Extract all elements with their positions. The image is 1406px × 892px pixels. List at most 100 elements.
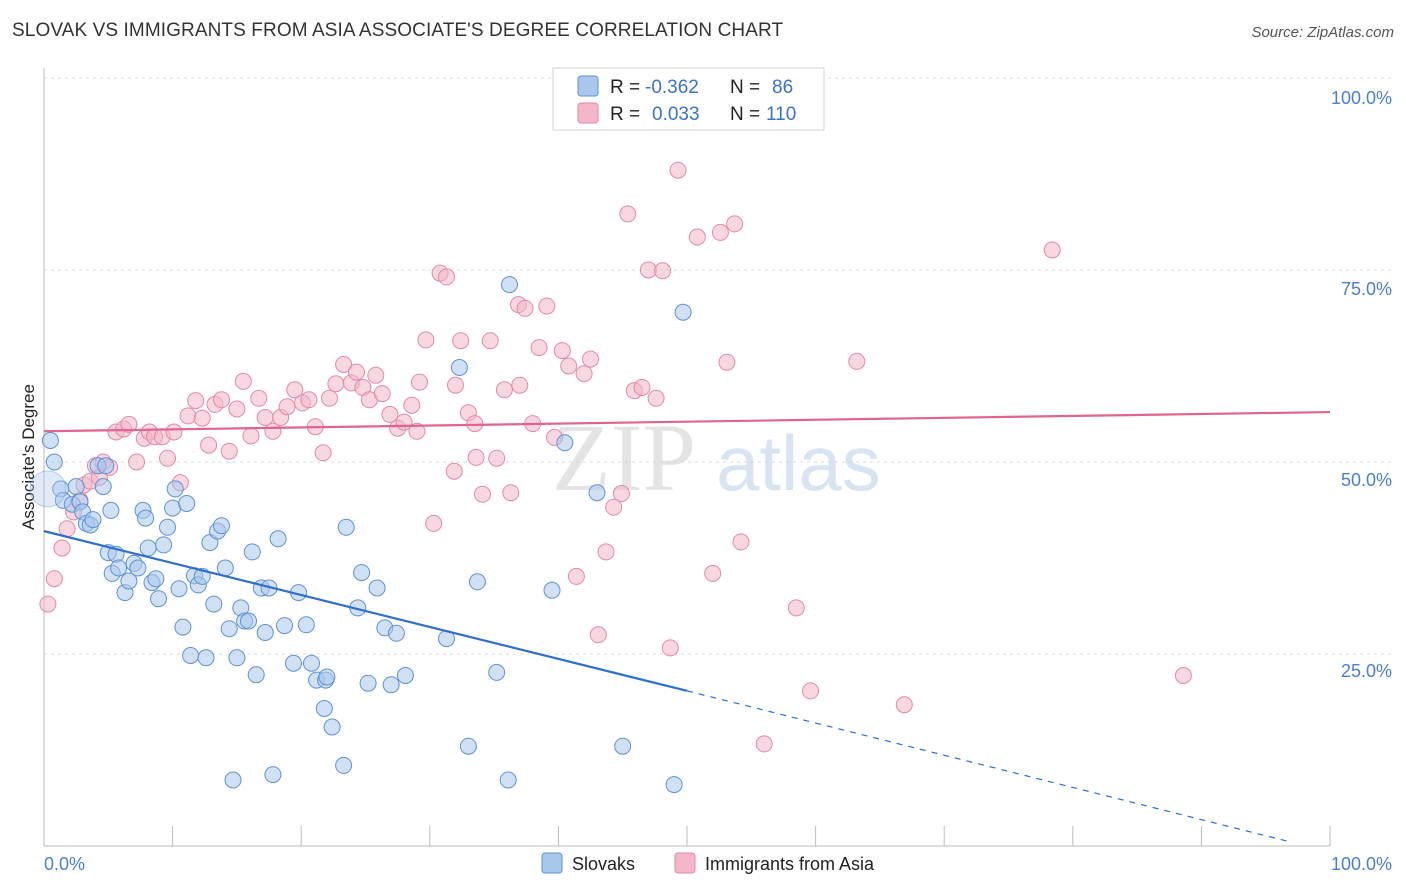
asia-point bbox=[403, 396, 421, 414]
asia-point bbox=[228, 400, 246, 418]
slovak-point bbox=[166, 480, 184, 498]
slovak-point bbox=[337, 518, 355, 536]
asia-point bbox=[575, 365, 593, 383]
asia-point bbox=[128, 453, 146, 471]
slovak-point bbox=[499, 771, 517, 789]
slovak-point bbox=[137, 509, 155, 527]
slovaks-n-value: 86 bbox=[772, 77, 793, 98]
asia-point bbox=[348, 363, 365, 381]
asia-point bbox=[242, 427, 260, 445]
asia-point bbox=[639, 261, 657, 279]
slovak-point bbox=[450, 359, 468, 376]
slovak-point bbox=[297, 616, 315, 634]
asia-point bbox=[474, 485, 491, 503]
slovak-point bbox=[147, 570, 165, 588]
asia-point bbox=[165, 423, 183, 441]
slovak-point bbox=[97, 457, 115, 475]
slovaks-r-label: R = bbox=[610, 77, 640, 98]
asia-point bbox=[220, 442, 238, 460]
asia-point bbox=[1174, 667, 1192, 684]
asia-point bbox=[895, 696, 913, 714]
slovak-point bbox=[120, 572, 138, 590]
slovak-point bbox=[102, 501, 120, 519]
slovak-point bbox=[224, 771, 242, 789]
slovak-point bbox=[556, 434, 574, 452]
slovak-point bbox=[501, 276, 518, 294]
slovak-point bbox=[155, 536, 173, 554]
asia-point bbox=[250, 389, 268, 407]
slovak-point bbox=[285, 654, 302, 672]
asia-point bbox=[367, 366, 385, 384]
asia-point bbox=[447, 376, 464, 394]
stats-legend: R = -0.362 N = 86 R = 0.033 N = 110 bbox=[552, 67, 825, 131]
chart-title: SLOVAK VS IMMIGRANTS FROM ASIA ASSOCIATE… bbox=[12, 20, 784, 41]
asia-point bbox=[495, 381, 513, 399]
bottom-legend-slovaks-swatch bbox=[541, 852, 563, 874]
slovak-point bbox=[468, 573, 486, 591]
asia-point bbox=[732, 533, 750, 551]
slovak-point bbox=[216, 559, 234, 577]
asia-point bbox=[417, 331, 435, 349]
slovak-point bbox=[213, 517, 230, 535]
slovak-point bbox=[359, 674, 377, 692]
axes bbox=[43, 68, 1331, 847]
slovak-point bbox=[197, 649, 215, 667]
asia-point bbox=[234, 372, 252, 390]
asia-point bbox=[321, 389, 338, 407]
asia-point bbox=[848, 352, 866, 370]
slovak-point bbox=[353, 564, 371, 582]
slovak-point bbox=[94, 478, 112, 496]
asia-r-value: 0.033 bbox=[652, 104, 700, 125]
asia-point bbox=[53, 539, 71, 557]
asia-point bbox=[560, 357, 578, 375]
slovak-point bbox=[182, 647, 200, 664]
asia-point bbox=[654, 262, 672, 280]
asia-trend-line bbox=[43, 410, 1331, 433]
slovak-point bbox=[665, 776, 683, 794]
slovak-series-points bbox=[29, 276, 692, 794]
slovak-point bbox=[368, 579, 386, 597]
asia-point bbox=[553, 342, 571, 360]
slovak-trend-line bbox=[43, 530, 688, 692]
slovak-point bbox=[159, 518, 176, 536]
y-tick-label-75: 75.0% bbox=[1341, 279, 1392, 299]
bottom-legend-slovaks-label: Slovaks bbox=[572, 854, 635, 874]
bottom-legend: Slovaks Immigrants from Asia bbox=[541, 852, 875, 874]
y-tick-label-100: 100.0% bbox=[1331, 88, 1392, 108]
source-label: Source: ZipAtlas.com bbox=[1251, 24, 1394, 41]
slovak-point bbox=[164, 499, 182, 517]
asia-point bbox=[488, 449, 506, 467]
slovak-point bbox=[129, 559, 147, 577]
trend-lines bbox=[43, 410, 1331, 843]
x-tick-label-min: 0.0% bbox=[44, 854, 85, 874]
slovak-point bbox=[139, 539, 157, 557]
asia-point bbox=[605, 498, 623, 516]
slovak-point bbox=[240, 612, 257, 630]
slovak-point bbox=[459, 737, 477, 755]
slovak-point bbox=[588, 484, 606, 502]
slovak-point bbox=[41, 432, 59, 449]
slovak-point bbox=[382, 676, 400, 694]
asia-point bbox=[538, 297, 556, 315]
slovak-point bbox=[170, 580, 188, 598]
asia-n-label: N = bbox=[730, 104, 760, 125]
slovak-point bbox=[205, 595, 223, 613]
slovak-point bbox=[228, 649, 246, 667]
asia-legend-swatch bbox=[577, 102, 599, 124]
asia-point bbox=[711, 223, 729, 241]
asia-point bbox=[179, 407, 197, 425]
asia-point bbox=[481, 332, 499, 350]
asia-point bbox=[597, 543, 615, 561]
slovaks-r-value: -0.362 bbox=[645, 77, 699, 98]
asia-point bbox=[187, 392, 205, 410]
slovak-point bbox=[110, 559, 128, 577]
slovak-trend-extension bbox=[686, 690, 1292, 843]
slovak-point bbox=[543, 581, 561, 599]
asia-point bbox=[726, 215, 744, 233]
asia-point bbox=[755, 735, 773, 753]
asia-point bbox=[425, 514, 443, 532]
asia-point bbox=[159, 449, 176, 467]
asia-point bbox=[802, 682, 819, 700]
asia-point bbox=[511, 376, 529, 394]
